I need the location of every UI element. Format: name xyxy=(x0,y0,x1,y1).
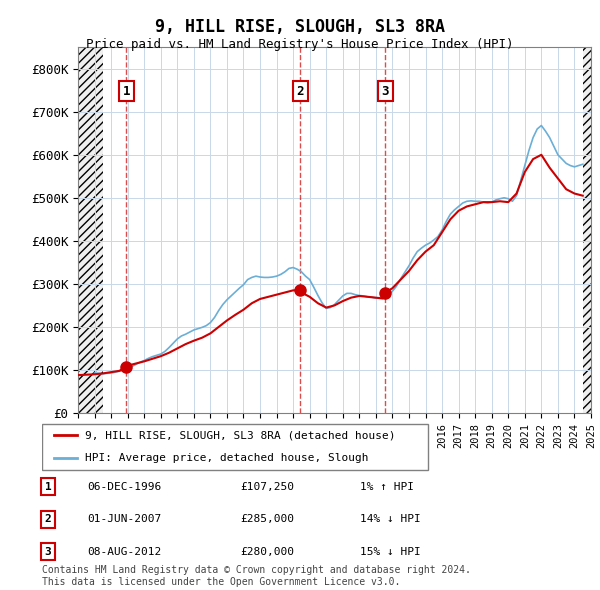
Text: 1% ↑ HPI: 1% ↑ HPI xyxy=(360,482,414,491)
Text: £285,000: £285,000 xyxy=(240,514,294,524)
Text: 1: 1 xyxy=(44,482,52,491)
Text: 9, HILL RISE, SLOUGH, SL3 8RA: 9, HILL RISE, SLOUGH, SL3 8RA xyxy=(155,18,445,36)
Text: 3: 3 xyxy=(44,547,52,556)
Text: 3: 3 xyxy=(382,84,389,97)
Text: 1: 1 xyxy=(122,84,130,97)
Text: Price paid vs. HM Land Registry's House Price Index (HPI): Price paid vs. HM Land Registry's House … xyxy=(86,38,514,51)
Text: 06-DEC-1996: 06-DEC-1996 xyxy=(87,482,161,491)
Bar xyxy=(78,47,103,413)
Text: 14% ↓ HPI: 14% ↓ HPI xyxy=(360,514,421,524)
Text: 01-JUN-2007: 01-JUN-2007 xyxy=(87,514,161,524)
Text: Contains HM Land Registry data © Crown copyright and database right 2024.: Contains HM Land Registry data © Crown c… xyxy=(42,565,471,575)
Text: 2: 2 xyxy=(296,84,304,97)
Text: HPI: Average price, detached house, Slough: HPI: Average price, detached house, Slou… xyxy=(85,453,368,463)
Text: 9, HILL RISE, SLOUGH, SL3 8RA (detached house): 9, HILL RISE, SLOUGH, SL3 8RA (detached … xyxy=(85,430,395,440)
Bar xyxy=(583,47,591,413)
Text: 2: 2 xyxy=(44,514,52,524)
Text: This data is licensed under the Open Government Licence v3.0.: This data is licensed under the Open Gov… xyxy=(42,577,400,587)
FancyBboxPatch shape xyxy=(42,424,428,470)
Text: 15% ↓ HPI: 15% ↓ HPI xyxy=(360,547,421,556)
Text: £280,000: £280,000 xyxy=(240,547,294,556)
Text: £107,250: £107,250 xyxy=(240,482,294,491)
Text: 08-AUG-2012: 08-AUG-2012 xyxy=(87,547,161,556)
